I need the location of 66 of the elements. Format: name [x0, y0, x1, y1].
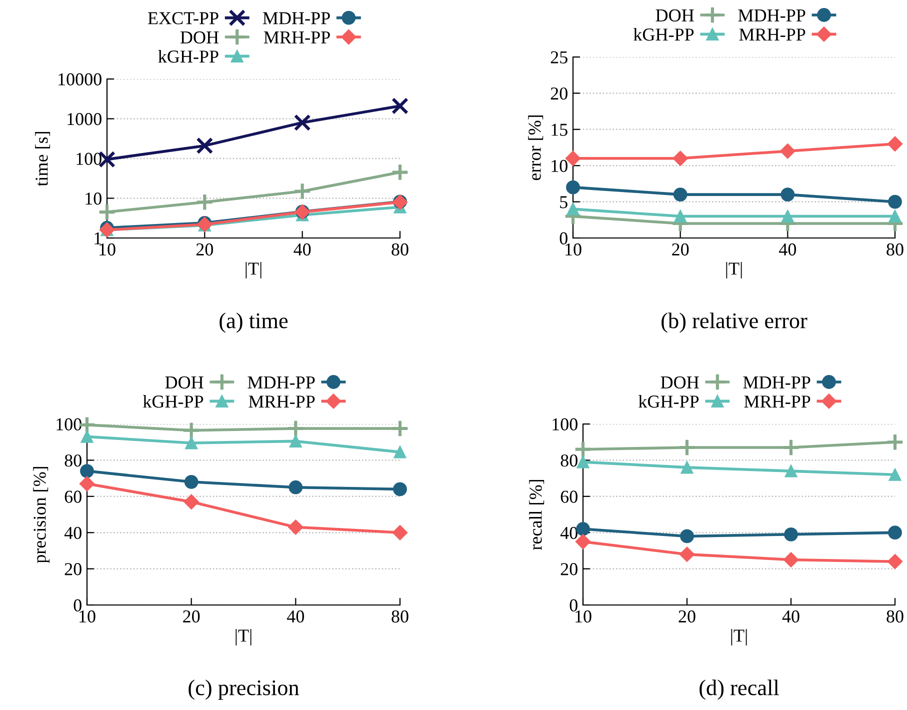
y-tick-label: 1000 — [68, 113, 102, 126]
legend-label: MDH-PP — [262, 12, 330, 24]
x-tick-label: 20 — [183, 610, 200, 623]
legend-label: DOH — [180, 31, 219, 44]
y-tick-label: 100 — [552, 418, 578, 430]
x-tick-label: 10 — [100, 243, 116, 256]
y-tick-label: 80 — [64, 454, 82, 467]
legend-label: kGH-PP — [158, 50, 218, 63]
x-tick-label: 80 — [392, 610, 408, 623]
legend-label: DOH — [165, 376, 204, 388]
y-tick-label: 60 — [64, 490, 82, 503]
x-tick-label: 40 — [782, 610, 800, 623]
x-tick-label: 40 — [778, 243, 796, 256]
x-tick-label: 80 — [886, 243, 904, 256]
y-axis-title: precision [%] — [33, 466, 50, 564]
legend-label: kGH-PP — [634, 28, 694, 41]
y-tick-label: 15 — [552, 124, 568, 136]
x-axis-title: |T| — [731, 629, 747, 646]
legend-label: kGH-PP — [638, 394, 699, 408]
legend-label: MDH-PP — [738, 10, 806, 22]
y-tick-label: 60 — [560, 490, 578, 503]
y-tick-label: 0 — [570, 599, 578, 612]
y-tick-label: 100 — [76, 152, 102, 165]
legend-label: MDH-PP — [248, 376, 315, 388]
legend-label: EXCT-PP — [148, 12, 218, 24]
text: (d) recall — [700, 680, 779, 700]
x-tick-label: 20 — [196, 243, 214, 256]
y-tick-label: 0 — [560, 232, 568, 244]
x-tick-label: 40 — [286, 610, 304, 623]
x-axis-title: |T| — [726, 262, 742, 278]
y-tick-label: 10000 — [58, 73, 102, 86]
x-tick-label: 80 — [886, 610, 904, 623]
y-tick-label: 25 — [550, 51, 568, 64]
y-tick-label: 20 — [64, 563, 82, 576]
y-axis-title: time [s] — [35, 132, 50, 186]
y-tick-label: 20 — [550, 87, 568, 100]
text: (c) precision — [188, 680, 299, 700]
x-tick-label: 40 — [294, 243, 311, 256]
legend-label: MRH-PP — [744, 396, 810, 408]
y-tick-label: 0 — [74, 599, 82, 612]
y-tick-label: 80 — [560, 454, 578, 467]
x-axis-title: |T| — [236, 629, 252, 646]
y-tick-label: 10 — [552, 160, 568, 172]
x-tick-label: 10 — [576, 610, 592, 623]
legend-label: kGH-PP — [143, 394, 204, 408]
y-axis-title: error [%] — [528, 116, 544, 180]
y-tick-label: 100 — [56, 418, 82, 430]
legend-label: MRH-PP — [248, 396, 315, 408]
legend-label: DOH — [660, 376, 699, 388]
y-tick-label: 5 — [560, 196, 568, 208]
x-tick-label: 20 — [672, 243, 689, 256]
x-axis-title: |T| — [246, 262, 262, 278]
y-tick-label: 1 — [94, 232, 102, 244]
legend-label: MRH-PP — [739, 28, 806, 41]
text: (a) time — [220, 312, 288, 333]
x-tick-label: 80 — [392, 243, 408, 256]
legend-label: MDH-PP — [743, 376, 810, 388]
y-axis-title: recall [%] — [529, 480, 544, 550]
y-tick-label: 20 — [560, 563, 578, 576]
y-tick-label: 40 — [560, 526, 578, 540]
text: (b) relative error — [662, 312, 808, 333]
legend-label: MRH-PP — [264, 32, 330, 44]
y-tick-label: 10 — [86, 192, 102, 205]
y-tick-label: 40 — [64, 526, 82, 540]
legend-label: DOH — [656, 9, 694, 22]
x-tick-label: 20 — [678, 610, 696, 623]
